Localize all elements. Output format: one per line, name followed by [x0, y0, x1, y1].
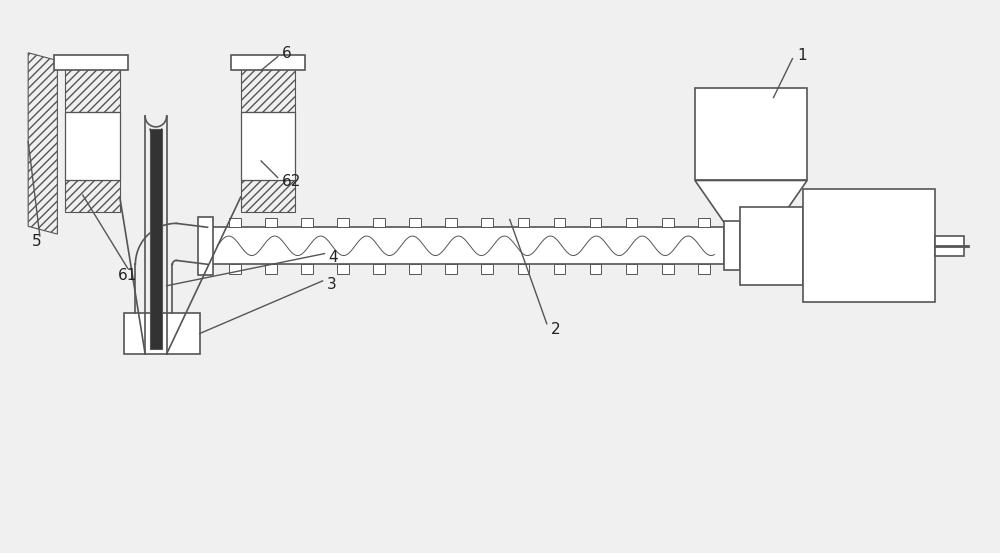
Bar [662, 264, 674, 274]
Bar [337, 217, 349, 227]
Bar [373, 264, 385, 274]
Bar [150, 129, 162, 349]
Bar [740, 207, 803, 285]
Bar [231, 55, 305, 70]
Bar [695, 88, 807, 180]
Text: 3: 3 [326, 277, 336, 293]
Bar [662, 217, 674, 227]
Bar [626, 217, 637, 227]
Bar [337, 264, 349, 274]
Bar [518, 264, 529, 274]
Bar [229, 217, 241, 227]
Bar [241, 69, 295, 112]
Bar [518, 217, 529, 227]
Text: 6: 6 [282, 46, 291, 61]
Bar [698, 217, 710, 227]
Bar [301, 217, 313, 227]
Bar [301, 264, 313, 274]
Bar [445, 264, 457, 274]
Bar [626, 264, 637, 274]
Bar [935, 236, 964, 255]
Bar [373, 217, 385, 227]
Bar [698, 264, 710, 274]
Bar [241, 180, 295, 212]
Polygon shape [695, 180, 807, 237]
Bar [590, 217, 601, 227]
Bar [481, 264, 493, 274]
Bar [65, 112, 120, 180]
Bar [208, 227, 724, 264]
Bar [229, 264, 241, 274]
Bar [445, 217, 457, 227]
Bar [409, 264, 421, 274]
Bar [734, 233, 768, 257]
Bar [554, 217, 565, 227]
Text: 2: 2 [551, 322, 560, 337]
Bar [124, 313, 200, 354]
Text: 5: 5 [32, 234, 42, 249]
Bar [198, 217, 213, 275]
Text: 4: 4 [328, 250, 338, 265]
Bar [803, 189, 935, 302]
Bar [65, 180, 120, 212]
Bar [54, 55, 128, 70]
Text: 1: 1 [797, 48, 807, 63]
Bar [265, 264, 277, 274]
Text: 62: 62 [282, 174, 301, 189]
Bar [241, 112, 295, 180]
Bar [590, 264, 601, 274]
Bar [554, 264, 565, 274]
Bar [409, 217, 421, 227]
Bar [265, 217, 277, 227]
Bar [481, 217, 493, 227]
Bar [65, 69, 120, 112]
Bar [724, 221, 740, 270]
Text: 61: 61 [118, 268, 137, 283]
